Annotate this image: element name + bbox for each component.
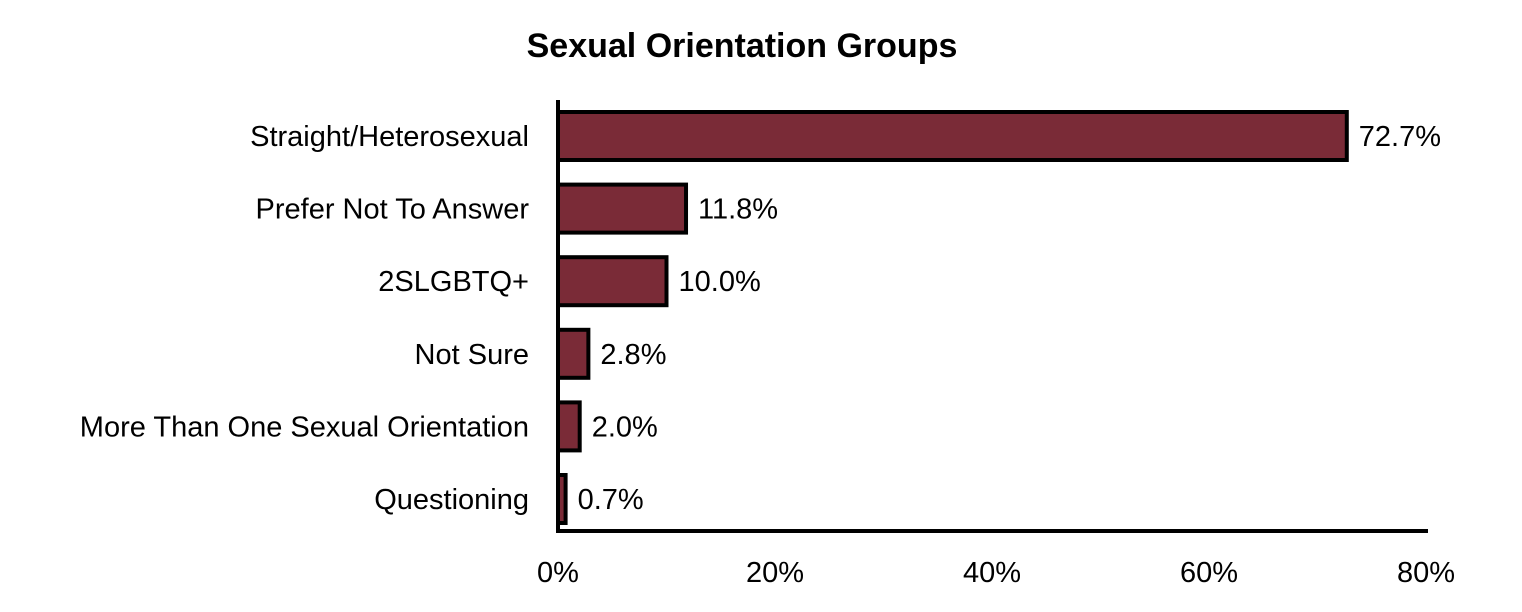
- bar: [556, 255, 669, 308]
- x-tick-label: 20%: [746, 557, 804, 589]
- x-tick-label: 40%: [963, 557, 1021, 589]
- data-label: 10.0%: [679, 266, 761, 298]
- category-label: Straight/Heterosexual: [250, 121, 529, 153]
- data-label: 2.8%: [600, 339, 666, 371]
- x-tick-label: 60%: [1180, 557, 1238, 589]
- data-label: 2.0%: [592, 411, 658, 443]
- category-label: Prefer Not To Answer: [256, 194, 530, 226]
- category-label: Questioning: [374, 484, 529, 516]
- x-tick-label: 0%: [537, 557, 579, 589]
- plot-area: Straight/Heterosexual 72.7% Prefer Not To …: [80, 100, 1455, 589]
- bar: [556, 182, 689, 235]
- data-label: 0.7%: [578, 484, 644, 516]
- bar: [556, 327, 591, 380]
- data-label: 72.7%: [1359, 121, 1441, 153]
- x-tick-label: 80%: [1397, 557, 1455, 589]
- chart-title: Sexual Orientation Groups: [527, 27, 958, 65]
- data-label: 11.8%: [698, 194, 778, 226]
- category-label: 2SLGBTQ+: [378, 266, 529, 298]
- category-label: More Than One Sexual Orientation: [80, 411, 529, 443]
- bar: [556, 110, 1349, 162]
- bar: [556, 400, 582, 453]
- category-label: Not Sure: [415, 339, 529, 371]
